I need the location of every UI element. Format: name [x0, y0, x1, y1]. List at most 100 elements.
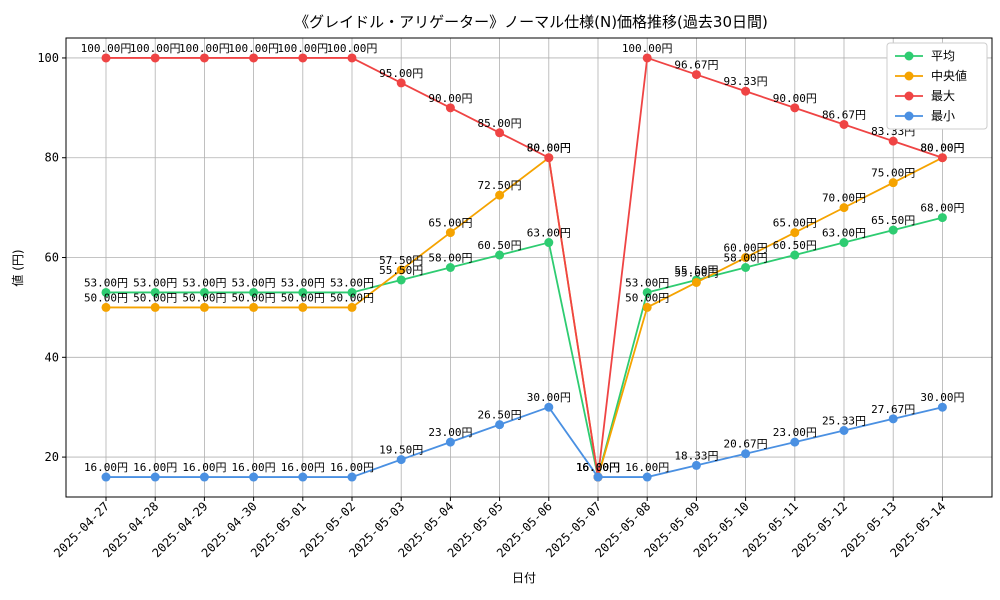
series-point-0 — [495, 250, 505, 260]
series-point-0 — [298, 287, 308, 297]
data-label-1: 70.00円 — [822, 192, 866, 205]
data-label-1: 50.00円 — [182, 291, 226, 304]
data-label-1: 50.00円 — [133, 291, 177, 304]
data-label-1: 50.00円 — [84, 291, 128, 304]
data-label-0: 53.00円 — [84, 276, 128, 289]
data-label-2: 100.00円 — [228, 42, 279, 55]
series-point-2 — [544, 153, 554, 163]
series-point-1 — [691, 277, 701, 287]
series-point-1 — [839, 203, 849, 213]
series-point-3 — [544, 402, 554, 412]
series-point-3 — [298, 472, 308, 482]
series-point-1 — [790, 228, 800, 238]
data-label-2: 100.00円 — [130, 42, 181, 55]
series-point-0 — [642, 287, 652, 297]
data-label-0: 16.00円 — [576, 461, 620, 474]
data-label-1: 50.00円 — [625, 291, 669, 304]
series-point-1 — [495, 190, 505, 200]
y-tick-label: 80 — [45, 151, 59, 165]
data-label-0: 53.00円 — [133, 276, 177, 289]
series-point-2 — [445, 103, 455, 113]
data-label-2: 85.00円 — [478, 117, 522, 130]
series-point-3 — [888, 414, 898, 424]
data-label-3: 16.00円 — [133, 461, 177, 474]
data-label-0: 53.00円 — [281, 276, 325, 289]
series-point-0 — [937, 213, 947, 223]
series-point-2 — [150, 53, 160, 63]
data-label-1: 65.00円 — [773, 217, 817, 230]
series-point-3 — [937, 402, 947, 412]
data-label-2: 100.00円 — [277, 42, 328, 55]
series-point-1 — [199, 302, 209, 312]
data-label-1: 50.00円 — [281, 291, 325, 304]
series-point-1 — [642, 302, 652, 312]
series-point-3 — [249, 472, 259, 482]
series-point-2 — [691, 70, 701, 80]
y-axis-label: 値 (円) — [10, 249, 25, 286]
data-label-0: 53.00円 — [625, 276, 669, 289]
series-point-0 — [839, 238, 849, 248]
series-point-1 — [888, 178, 898, 188]
series-point-3 — [495, 420, 505, 430]
series-point-2 — [396, 78, 406, 88]
legend-marker-1 — [904, 71, 914, 81]
legend-marker-0 — [904, 51, 914, 61]
y-tick-label: 20 — [45, 450, 59, 464]
series-point-0 — [150, 287, 160, 297]
series-point-2 — [839, 119, 849, 129]
data-label-3: 30.00円 — [920, 391, 964, 404]
data-label-3: 16.00円 — [281, 461, 325, 474]
data-label-0: 53.00円 — [232, 276, 276, 289]
series-point-2 — [249, 53, 259, 63]
series-point-3 — [347, 472, 357, 482]
x-axis-label: 日付 — [512, 571, 536, 585]
data-label-2: 86.67円 — [822, 108, 866, 121]
data-label-1: 16.00円 — [576, 461, 620, 474]
series-point-3 — [790, 437, 800, 447]
y-axis-ticks: 20 40 60 80 100 — [37, 51, 66, 464]
data-label-3: 25.33円 — [822, 414, 866, 427]
legend-label-1: 中央値 — [931, 68, 967, 83]
series-point-3 — [642, 472, 652, 482]
data-labels: 53.00円 53.00円 53.00円 53.00円 53.00円 53.00円 55.5… — [81, 42, 965, 474]
data-label-2: 100.00円 — [622, 42, 673, 55]
series-point-0 — [199, 287, 209, 297]
series-point-1 — [101, 302, 111, 312]
data-label-2: 90.00円 — [773, 92, 817, 105]
data-label-0: 58.00円 — [428, 252, 472, 265]
series-point-1 — [396, 265, 406, 275]
series-point-2 — [937, 153, 947, 163]
series-point-0 — [101, 287, 111, 297]
legend-marker-2 — [904, 91, 914, 101]
data-label-3: 30.00円 — [527, 391, 571, 404]
series-point-3 — [199, 472, 209, 482]
y-tick-label: 100 — [37, 51, 59, 65]
series-point-3 — [741, 449, 751, 459]
series-line-3 — [106, 406, 943, 478]
series-point-0 — [445, 263, 455, 272]
data-label-3: 16.00円 — [232, 461, 276, 474]
series-line-0 — [106, 216, 943, 478]
data-label-2: 96.67円 — [674, 59, 718, 72]
data-label-0: 60.50円 — [478, 239, 522, 252]
data-label-2: 93.33円 — [724, 75, 768, 88]
data-label-3: 16.00円 — [625, 461, 669, 474]
x-axis-ticks: 2025-04-272025-04-282025-04-292025-04-30… — [51, 497, 949, 560]
data-label-2: 95.00円 — [379, 67, 423, 80]
series-point-1 — [249, 302, 259, 312]
legend-box — [886, 42, 988, 130]
series-point-0 — [544, 238, 554, 248]
data-label-3: 19.50円 — [379, 444, 423, 457]
data-label-0: 53.00円 — [182, 276, 226, 289]
plot-frame — [65, 37, 993, 498]
data-label-3: 27.67円 — [871, 403, 915, 416]
series-point-0 — [790, 250, 800, 260]
legend-label-3: 最小 — [931, 109, 955, 123]
data-label-1: 80.00円 — [920, 142, 964, 155]
series-point-1 — [298, 302, 308, 312]
legend-label-2: 最大 — [931, 89, 955, 103]
series-point-0 — [396, 275, 406, 285]
data-label-2: 100.00円 — [81, 42, 132, 55]
